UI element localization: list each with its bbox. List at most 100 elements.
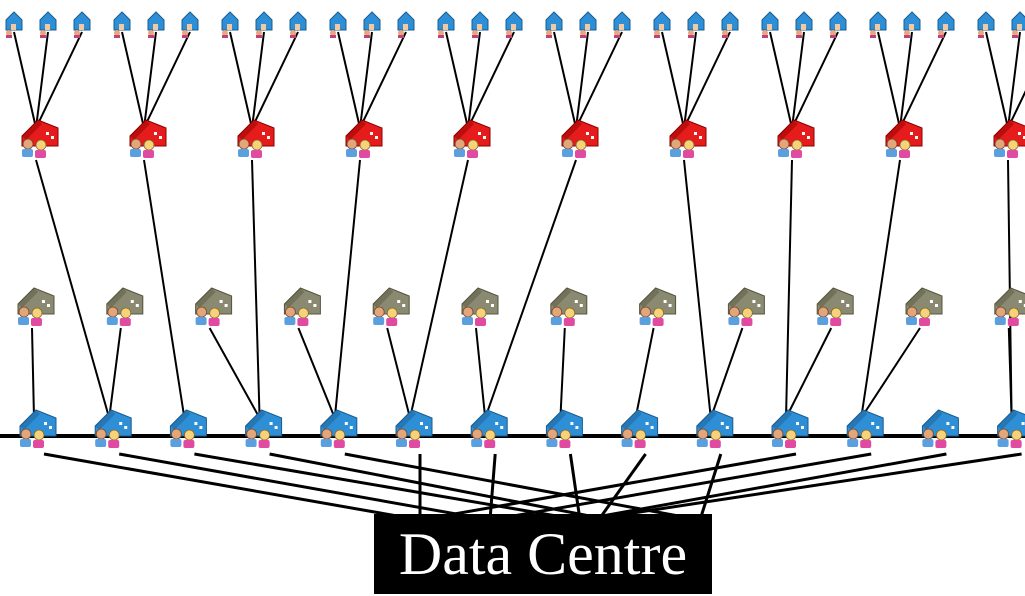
red-house-people-icon	[345, 119, 383, 158]
small-house-icon	[113, 11, 131, 38]
red-house-people-icon	[237, 119, 275, 158]
leaf-edge	[661, 31, 685, 129]
small-house-icon	[147, 11, 165, 38]
leaf-edge	[251, 31, 265, 129]
gray-house-people-icon	[639, 287, 677, 326]
datacentre-edge	[43, 452, 421, 522]
gray-blue-edge	[297, 327, 336, 419]
leaf-edge	[683, 31, 731, 129]
gray-blue-edge	[634, 327, 655, 419]
leaf-edge	[985, 31, 1009, 129]
blue-house-people-icon	[621, 409, 659, 448]
blue-house-people-icon	[771, 409, 809, 448]
blue-house-people-icon	[245, 409, 283, 448]
red-house-people-icon	[993, 119, 1025, 158]
datacentre-edge	[599, 452, 1022, 520]
gray-blue-edge	[860, 327, 921, 419]
nodes	[5, 11, 1025, 448]
leaf-edge	[143, 31, 191, 129]
blue-house-people-icon	[320, 409, 358, 448]
datacentre-edge	[489, 452, 872, 522]
red-house-people-icon	[885, 119, 923, 158]
gray-house-people-icon	[905, 287, 943, 326]
leaf-edge	[877, 31, 901, 129]
blue-house-people-icon	[169, 409, 207, 448]
gray-house-people-icon	[372, 287, 410, 326]
blue-house-people-icon	[395, 409, 433, 448]
leaf-edge	[35, 31, 49, 129]
gray-house-people-icon	[17, 287, 55, 326]
small-house-icon	[471, 11, 489, 38]
red-house-people-icon	[129, 119, 167, 158]
gray-house-people-icon	[283, 287, 321, 326]
small-house-icon	[39, 11, 57, 38]
small-house-icon	[579, 11, 597, 38]
leaf-edge	[121, 31, 145, 129]
small-house-icon	[829, 11, 847, 38]
red-house-people-icon	[561, 119, 599, 158]
small-house-icon	[437, 11, 455, 38]
leaf-edge	[791, 31, 839, 129]
edges	[0, 31, 1025, 522]
datacentre-edge	[269, 452, 601, 520]
gray-blue-edge	[709, 327, 744, 419]
leaf-edge	[229, 31, 253, 129]
data-centre-label: Data Centre	[374, 514, 712, 594]
leaf-edge	[359, 31, 407, 129]
gray-blue-edge	[108, 327, 122, 419]
small-house-icon	[5, 11, 23, 38]
leaf-edge	[143, 31, 157, 129]
gray-house-people-icon	[461, 287, 499, 326]
gray-house-people-icon	[550, 287, 588, 326]
small-house-icon	[721, 11, 739, 38]
leaf-edge	[1007, 31, 1021, 129]
gray-blue-edge	[559, 327, 566, 419]
blue-house-people-icon	[997, 409, 1025, 448]
small-house-icon	[613, 11, 631, 38]
red-blue-edge	[409, 159, 469, 419]
leaf-edge	[769, 31, 793, 129]
red-blue-edge	[785, 159, 793, 419]
red-blue-edge	[683, 159, 712, 419]
small-house-icon	[363, 11, 381, 38]
gray-blue-edge	[386, 327, 411, 419]
red-house-people-icon	[669, 119, 707, 158]
gray-house-people-icon	[994, 287, 1025, 326]
small-house-icon	[1011, 11, 1025, 38]
gray-blue-edge	[785, 327, 833, 419]
leaf-edge	[899, 31, 913, 129]
small-house-icon	[977, 11, 995, 38]
gray-house-people-icon	[727, 287, 765, 326]
red-blue-edge	[860, 159, 901, 419]
small-house-icon	[329, 11, 347, 38]
red-blue-edge	[333, 159, 361, 419]
leaf-edge	[35, 31, 83, 129]
red-blue-edge	[251, 159, 261, 419]
blue-house-people-icon	[94, 409, 132, 448]
leaf-edge	[553, 31, 577, 129]
small-house-icon	[795, 11, 813, 38]
gray-blue-edge	[1007, 327, 1013, 419]
small-house-icon	[255, 11, 273, 38]
datacentre-edge	[118, 452, 491, 522]
datacentre-edge	[598, 453, 647, 519]
datacentre-edge	[194, 452, 581, 522]
small-house-icon	[903, 11, 921, 38]
red-blue-edge	[484, 159, 577, 419]
small-house-icon	[687, 11, 705, 38]
small-house-icon	[181, 11, 199, 38]
gray-house-people-icon	[816, 287, 854, 326]
gray-house-people-icon	[195, 287, 233, 326]
leaf-edge	[899, 31, 947, 129]
leaf-edge	[467, 31, 515, 129]
datacentre-edge	[698, 453, 723, 521]
gray-blue-edge	[31, 327, 35, 419]
small-house-icon	[505, 11, 523, 38]
leaf-edge	[575, 31, 589, 129]
leaf-edge	[359, 31, 373, 129]
blue-house-people-icon	[470, 409, 508, 448]
leaf-edge	[467, 31, 481, 129]
blue-house-people-icon	[545, 409, 583, 448]
small-house-icon	[869, 11, 887, 38]
red-house-people-icon	[777, 119, 815, 158]
